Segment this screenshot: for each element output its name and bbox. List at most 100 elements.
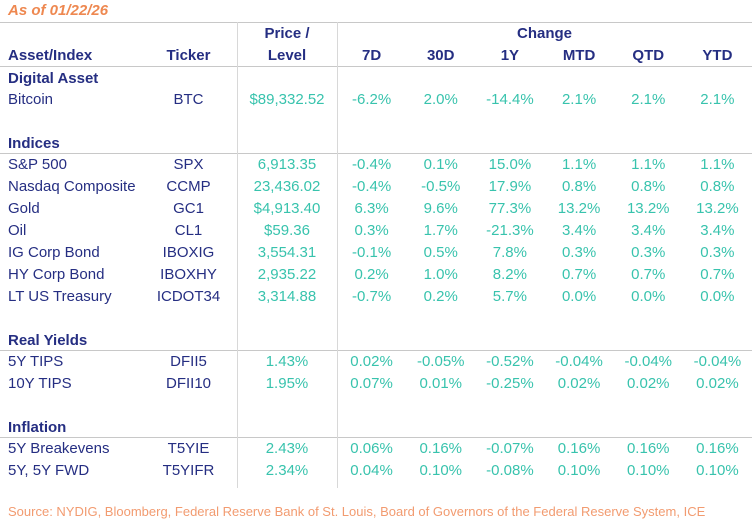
ticker-cell: DFII5 [170,353,207,370]
change-cell: -0.52% [486,353,534,370]
change-cell: 8.2% [492,266,527,283]
price-cell: 23,436.02 [253,178,321,195]
header-row-top: Price / Change [0,23,752,45]
price-cell: 2,935.22 [257,266,317,283]
change-cell: 0.02% [696,375,739,392]
section-heading-row: Digital Asset [0,67,752,89]
ticker-cell: CCMP [166,178,211,195]
change-cell: 0.8% [631,178,666,195]
change-cell: 0.16% [626,440,670,457]
table-row: S&P 500 SPX 6,913.35 -0.4% 0.1% 15.0% 1.1% 1.1%… [0,154,752,176]
change-cell: 0.01% [419,375,463,392]
change-cell: 0.16% [419,440,463,457]
change-cell: 0.2% [354,266,389,283]
change-cell: 2.1% [631,91,666,108]
change-cell: -0.5% [421,178,461,195]
change-cell: 3.4% [631,222,666,239]
asset-name-cell: 10Y TIPS [8,375,72,392]
change-cell: 0.02% [557,375,601,392]
section-heading-row: Inflation [0,417,752,438]
table-row: IG Corp Bond IBOXIG 3,554.31 -0.1% 0.5% 7.8% 0… [0,242,752,264]
section-heading-row: Real Yields [0,330,752,351]
change-cell: 0.1% [423,156,458,173]
change-cell: -0.08% [486,462,534,479]
change-cell: -0.05% [416,353,465,370]
change-cell: 0.06% [350,440,393,457]
change-cell: 13.2% [626,200,670,217]
price-cell: 3,554.31 [257,244,317,261]
change-cell: 0.0% [631,288,666,305]
change-cell: -0.4% [351,178,392,195]
change-cell: 0.3% [700,244,735,261]
source-note: Source: NYDIG, Bloomberg, Federal Reserv… [8,504,706,519]
change-cell: 0.10% [419,462,463,479]
change-cell: 0.5% [423,244,458,261]
change-cell: 9.6% [423,200,458,217]
asset-name-cell: LT US Treasury [8,288,112,305]
price-cell: 6,913.35 [257,156,317,173]
change-cell: 0.02% [350,353,393,370]
change-cell: -0.1% [351,244,392,261]
change-cell: 0.0% [561,288,597,305]
table-row: HY Corp Bond IBOXHY 2,935.22 0.2% 1.0% 8.2% 0.… [0,264,752,286]
change-cell: 0.8% [561,178,597,195]
col-header-30d: 30D [426,46,455,64]
ticker-cell: SPX [173,156,204,173]
price-cell: 1.43% [265,353,309,370]
col-header-7d: 7D [361,46,382,64]
change-cell: 0.2% [423,288,458,305]
as-of-date: As of 01/22/26 [8,2,109,19]
change-cell: -14.4% [486,91,534,108]
asset-name-cell: Oil [8,222,27,239]
change-cell: 15.0% [488,156,532,173]
asset-name-cell: 5Y, 5Y FWD [8,462,90,479]
change-cell: -0.04% [624,353,672,370]
price-cell: 3,314.88 [257,288,317,305]
change-cell: 0.3% [354,222,389,239]
col-header-ticker: Ticker [166,46,211,64]
change-cell: 17.9% [488,178,532,195]
price-column-right-divider [337,22,338,488]
change-cell: 0.16% [557,440,601,457]
col-header-qtd: QTD [632,46,665,64]
change-cell: 1.7% [423,222,458,239]
change-cell: 0.3% [561,244,597,261]
asset-name-cell: Bitcoin [8,91,54,108]
price-cell: $4,913.40 [253,200,321,217]
change-cell: 1.1% [631,156,666,173]
change-cell: 0.7% [631,266,666,283]
change-cell: 1.0% [423,266,458,283]
section-heading: Indices [8,134,60,152]
change-cell: -0.04% [693,353,742,370]
asset-name-cell: 5Y TIPS [8,353,64,370]
col-header-1y: 1Y [500,46,520,64]
price-cell: 1.95% [265,375,309,392]
asset-name-cell: HY Corp Bond [8,266,105,283]
section-heading-row: Indices [0,133,752,154]
col-header-price-line1: Price / [264,25,310,42]
col-header-change-group: Change [516,25,572,42]
col-header-mtd: MTD [562,46,596,64]
change-cell: 0.3% [631,244,666,261]
ticker-cell: DFII10 [165,375,211,392]
change-cell: -0.4% [351,156,392,173]
table-row: Nasdaq Composite CCMP 23,436.02 -0.4% -0.5% 1… [0,176,752,198]
ticker-cell: CL1 [174,222,203,239]
table-row: Gold GC1 $4,913.40 6.3% 9.6% 77.3% 13.2% 13.2% 1… [0,198,752,220]
table-row: 5Y, 5Y FWD T5YIFR 2.34% 0.04% 0.10% -0.08% 0.1… [0,460,752,482]
price-cell: $89,332.52 [249,91,325,108]
price-cell: 2.43% [265,440,309,457]
table-row: LT US Treasury ICDOT34 3,314.88 -0.7% 0.2% 5.… [0,286,752,308]
market-table: Price / Change Asset/Index Ticker Level … [0,22,752,482]
change-cell: -6.2% [351,91,392,108]
asset-name-cell: 5Y Breakevens [8,440,110,457]
header-row-bottom: Asset/Index Ticker Level 7D 30D 1Y MTD Q… [0,45,752,66]
change-cell: 0.02% [626,375,670,392]
change-cell: 0.10% [626,462,670,479]
change-cell: 2.1% [700,91,735,108]
ticker-cell: BTC [173,91,204,108]
change-cell: -0.07% [486,440,534,457]
change-cell: 3.4% [700,222,735,239]
section-heading: Real Yields [8,331,88,349]
